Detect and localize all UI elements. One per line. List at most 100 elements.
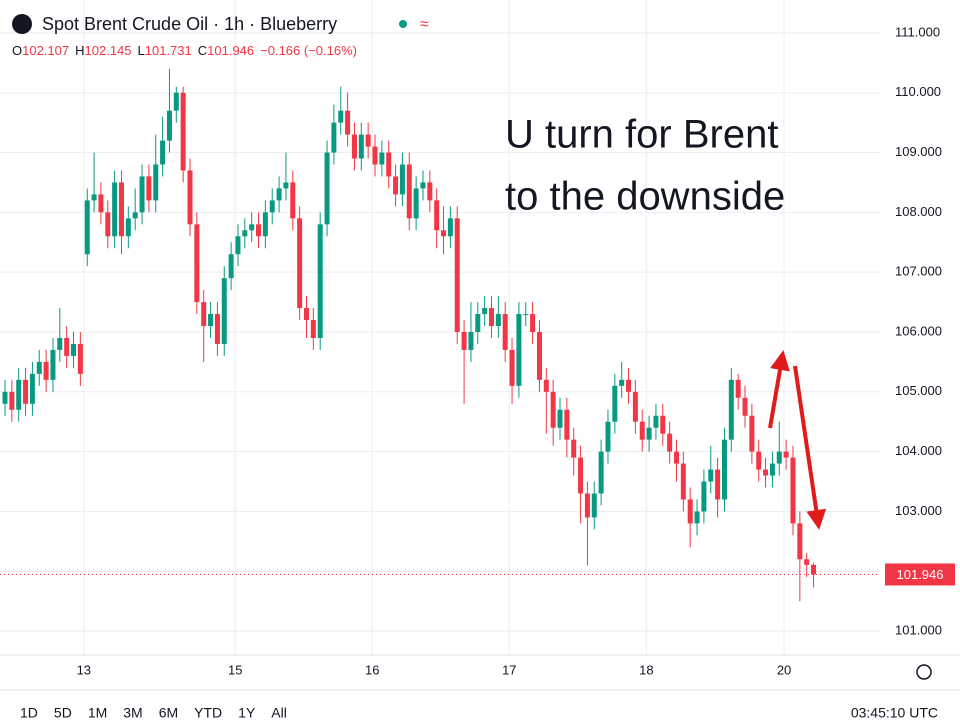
candle-body [297, 218, 303, 309]
candle-body [756, 451, 762, 470]
candle-body [180, 92, 186, 171]
candle-body [283, 182, 289, 189]
arrow-up [768, 350, 790, 429]
candle-body [36, 361, 42, 374]
candle-body [763, 469, 769, 476]
candle-body [557, 409, 563, 428]
candle-body [632, 391, 638, 422]
candle-body [379, 152, 385, 165]
candle-body [454, 218, 460, 332]
candle-body [71, 343, 77, 356]
candle-body [735, 379, 741, 398]
candle-body [221, 278, 227, 344]
candle-body [98, 194, 104, 213]
candle-body [2, 391, 8, 404]
range-button[interactable]: YTD [194, 705, 222, 721]
candle-body [653, 415, 659, 428]
legend-key: H [75, 43, 84, 58]
y-tick-label: 111.000 [895, 24, 940, 39]
candle-body [441, 230, 447, 237]
range-button[interactable]: 5D [54, 705, 72, 721]
y-tick-label: 108.000 [895, 204, 942, 219]
candle-body [742, 397, 748, 416]
range-button[interactable]: 1M [88, 705, 107, 721]
candle-body [29, 373, 35, 404]
legend-key: C [198, 43, 207, 58]
annotation: to the downside [505, 175, 785, 219]
candle-body [646, 427, 652, 440]
candle-body [146, 176, 152, 201]
candle-body [701, 481, 707, 512]
candle-body [721, 439, 727, 500]
arrow-down [793, 365, 827, 530]
logo [12, 14, 32, 34]
candle-body [776, 451, 782, 464]
candle-body [235, 236, 241, 255]
y-tick-label: 104.000 [895, 443, 942, 458]
x-tick-label: 20 [777, 662, 791, 677]
candle-body [530, 314, 536, 332]
candle-body [331, 122, 337, 153]
y-tick-label: 101.000 [895, 623, 942, 638]
legend-value: 101.731 [145, 43, 192, 58]
candle-body [112, 182, 118, 237]
range-button[interactable]: 1D [20, 705, 38, 721]
candle-body [769, 463, 775, 476]
legend-value: 101.946 [207, 43, 254, 58]
candle-body [9, 391, 15, 410]
candle-body [502, 314, 508, 350]
candle-body [125, 218, 131, 237]
candle-body [358, 134, 364, 159]
candle-body [214, 314, 220, 344]
candle-body [187, 170, 193, 225]
candle-body [667, 433, 673, 452]
candle-body [413, 188, 419, 219]
candle-body [139, 176, 145, 213]
candle-body [612, 385, 618, 422]
range-button[interactable]: 6M [159, 705, 178, 721]
candle-body [50, 349, 56, 380]
candle-body [303, 308, 309, 321]
candle-body [591, 493, 597, 518]
y-tick-label: 105.000 [895, 383, 942, 398]
candle-body [434, 200, 440, 231]
candle-body [290, 182, 296, 219]
candle-body [543, 379, 549, 392]
range-button[interactable]: All [271, 705, 287, 721]
candle-body [166, 110, 172, 141]
chart-title: Spot Brent Crude Oil · 1h · Blueberry [42, 14, 337, 34]
candle-body [194, 224, 200, 303]
range-button[interactable]: 1Y [238, 705, 256, 721]
candle-body [811, 564, 817, 575]
candle-body [393, 176, 399, 195]
candle-body [578, 457, 584, 494]
last-price-tag [885, 563, 955, 586]
candle-body [365, 134, 371, 147]
candle-body [345, 110, 351, 135]
candles [0, 68, 880, 602]
candle-body [523, 314, 529, 316]
candle-body [495, 314, 501, 327]
candle-body [310, 320, 316, 338]
x-tick-label: 18 [639, 662, 653, 677]
x-tick-label: 13 [77, 662, 91, 677]
settings-icon[interactable] [916, 664, 932, 680]
range-button[interactable]: 3M [123, 705, 142, 721]
candle-body [173, 92, 179, 111]
candle-body [406, 164, 412, 219]
candle-body [680, 463, 686, 500]
candle-body [208, 314, 214, 327]
candle-body [598, 451, 604, 494]
candle-body [84, 200, 90, 255]
candle-body [256, 224, 262, 237]
x-tick-label: 15 [228, 662, 242, 677]
candle-body [550, 391, 556, 428]
candle-body [64, 337, 70, 356]
legend-key: O [12, 43, 22, 58]
candle-body [804, 559, 810, 565]
candle-body [660, 415, 666, 434]
candle-body [728, 379, 734, 440]
candle-body [482, 308, 488, 315]
candle-body [57, 337, 63, 350]
